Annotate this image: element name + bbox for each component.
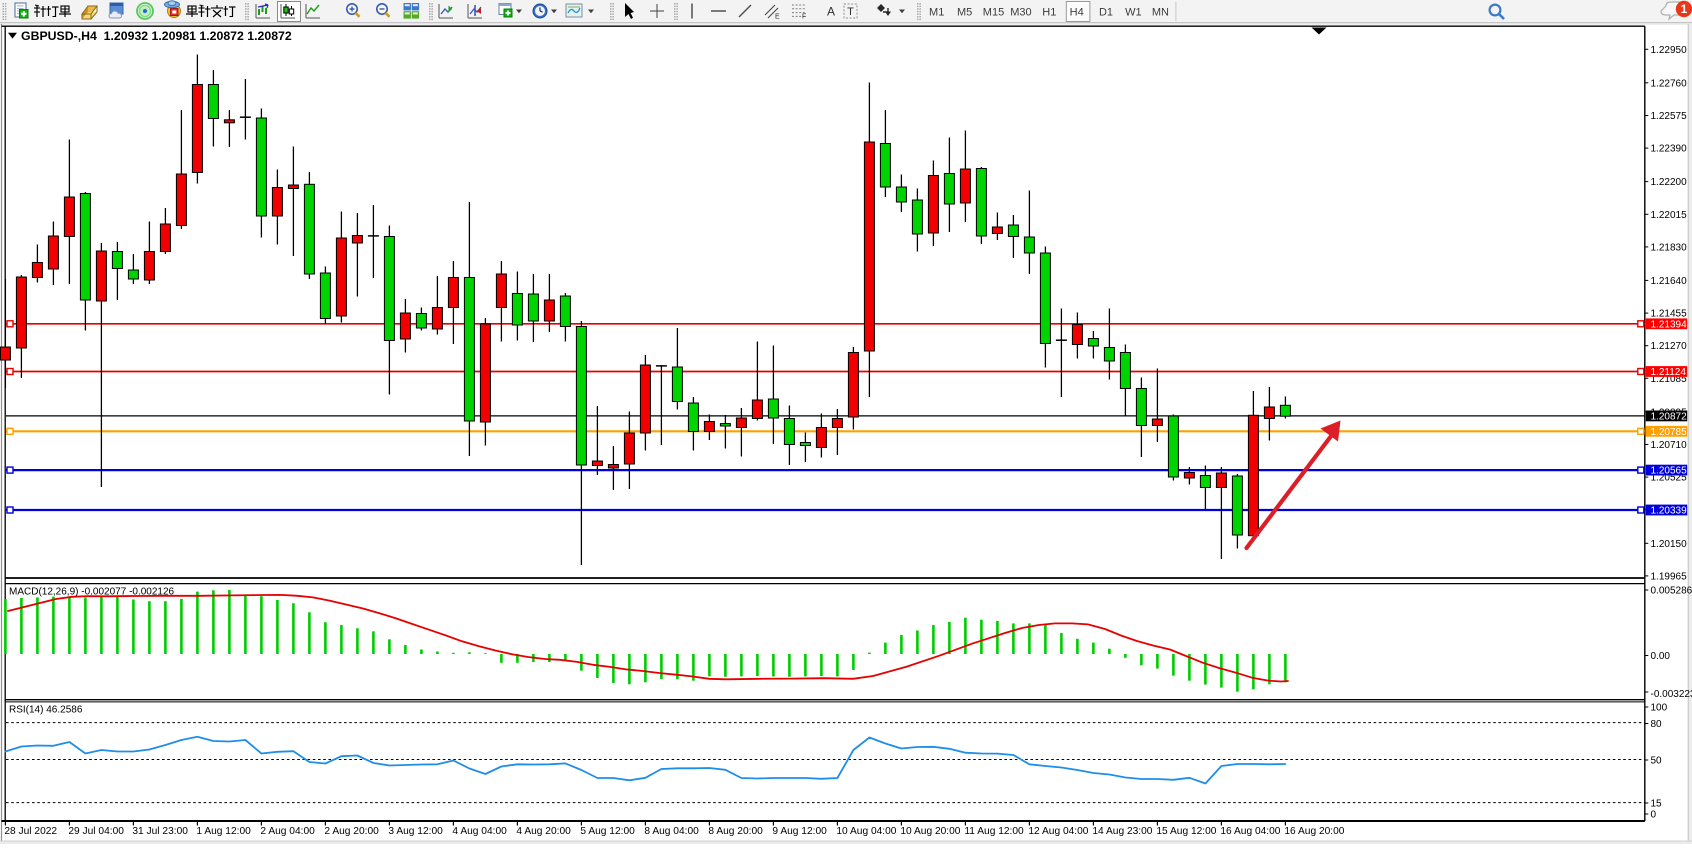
svg-text:1 Aug 12:00: 1 Aug 12:00 (196, 826, 251, 837)
svg-text:10 Aug 20:00: 10 Aug 20:00 (900, 826, 960, 837)
svg-text:1.20150: 1.20150 (1651, 539, 1688, 550)
svg-text:M1: M1 (929, 7, 944, 19)
svg-text:2 Aug 20:00: 2 Aug 20:00 (324, 826, 379, 837)
svg-text:1.21455: 1.21455 (1651, 309, 1688, 320)
svg-text:0: 0 (1651, 810, 1657, 821)
svg-text:1.22390: 1.22390 (1651, 144, 1688, 155)
svg-text:9 Aug 12:00: 9 Aug 12:00 (772, 826, 827, 837)
svg-text:16 Aug 04:00: 16 Aug 04:00 (1220, 826, 1280, 837)
svg-text:H4: H4 (1070, 7, 1084, 19)
svg-text:D1: D1 (1099, 7, 1113, 19)
svg-text:1.20872: 1.20872 (1651, 412, 1688, 423)
svg-text:MACD(12,26,9) -0.002077 -0.002: MACD(12,26,9) -0.002077 -0.002126 (9, 587, 175, 598)
svg-text:1.19965: 1.19965 (1651, 571, 1688, 582)
svg-text:MN: MN (1152, 7, 1169, 19)
svg-text:1.20710: 1.20710 (1651, 440, 1688, 451)
svg-text:1.22760: 1.22760 (1651, 78, 1688, 89)
svg-text:4 Aug 04:00: 4 Aug 04:00 (452, 826, 507, 837)
svg-text:W1: W1 (1125, 7, 1142, 19)
svg-text:29 Jul 04:00: 29 Jul 04:00 (68, 826, 124, 837)
svg-text:0.005286: 0.005286 (1651, 586, 1692, 597)
svg-text:11 Aug 12:00: 11 Aug 12:00 (964, 826, 1024, 837)
svg-text:1: 1 (1681, 2, 1688, 16)
svg-text:1.20565: 1.20565 (1651, 466, 1688, 477)
svg-text:M15: M15 (983, 7, 1004, 19)
svg-text:3 Aug 12:00: 3 Aug 12:00 (388, 826, 443, 837)
svg-text:0.00: 0.00 (1651, 651, 1671, 662)
svg-text:1.21394: 1.21394 (1651, 319, 1688, 330)
svg-text:RSI(14) 46.2586: RSI(14) 46.2586 (9, 705, 83, 716)
svg-text:A: A (827, 5, 835, 19)
svg-text:1.22950: 1.22950 (1651, 45, 1688, 56)
svg-text:2 Aug 04:00: 2 Aug 04:00 (260, 826, 315, 837)
svg-text:1.21830: 1.21830 (1651, 242, 1688, 253)
svg-text:H1: H1 (1042, 7, 1056, 19)
svg-text:1.22200: 1.22200 (1651, 177, 1688, 188)
svg-text:1.22575: 1.22575 (1651, 111, 1688, 122)
svg-text:1.21124: 1.21124 (1651, 367, 1687, 378)
svg-text:15 Aug 12:00: 15 Aug 12:00 (1156, 826, 1216, 837)
svg-text:4 Aug 20:00: 4 Aug 20:00 (516, 826, 571, 837)
svg-text:F: F (802, 14, 806, 21)
svg-text:50: 50 (1651, 756, 1663, 767)
svg-text:28 Jul 2022: 28 Jul 2022 (4, 826, 57, 837)
svg-text:E: E (775, 14, 780, 21)
svg-text:M30: M30 (1010, 7, 1031, 19)
svg-text:1.20785: 1.20785 (1651, 427, 1688, 438)
svg-text:15: 15 (1651, 799, 1663, 810)
svg-text:8 Aug 20:00: 8 Aug 20:00 (708, 826, 763, 837)
svg-text:M5: M5 (957, 7, 972, 19)
svg-text:12 Aug 04:00: 12 Aug 04:00 (1028, 826, 1088, 837)
svg-text:8 Aug 04:00: 8 Aug 04:00 (644, 826, 699, 837)
svg-text:14 Aug 23:00: 14 Aug 23:00 (1092, 826, 1152, 837)
svg-text:T: T (847, 6, 854, 18)
svg-text:GBPUSD-,H4 1.20932 1.20981 1.: GBPUSD-,H4 1.20932 1.20981 1.20872 1.208… (21, 29, 292, 43)
svg-text:10 Aug 04:00: 10 Aug 04:00 (836, 826, 896, 837)
svg-text:16 Aug 20:00: 16 Aug 20:00 (1284, 826, 1344, 837)
svg-text:1.20339: 1.20339 (1651, 506, 1688, 517)
svg-text:31 Jul 23:00: 31 Jul 23:00 (132, 826, 188, 837)
svg-text:100: 100 (1651, 703, 1668, 714)
svg-text:5 Aug 12:00: 5 Aug 12:00 (580, 826, 635, 837)
svg-text:1.22015: 1.22015 (1651, 210, 1688, 221)
svg-text:80: 80 (1651, 719, 1663, 730)
svg-text:1.21270: 1.21270 (1651, 341, 1688, 352)
svg-text:1.21640: 1.21640 (1651, 276, 1688, 287)
svg-text:-0.003223: -0.003223 (1651, 689, 1692, 700)
